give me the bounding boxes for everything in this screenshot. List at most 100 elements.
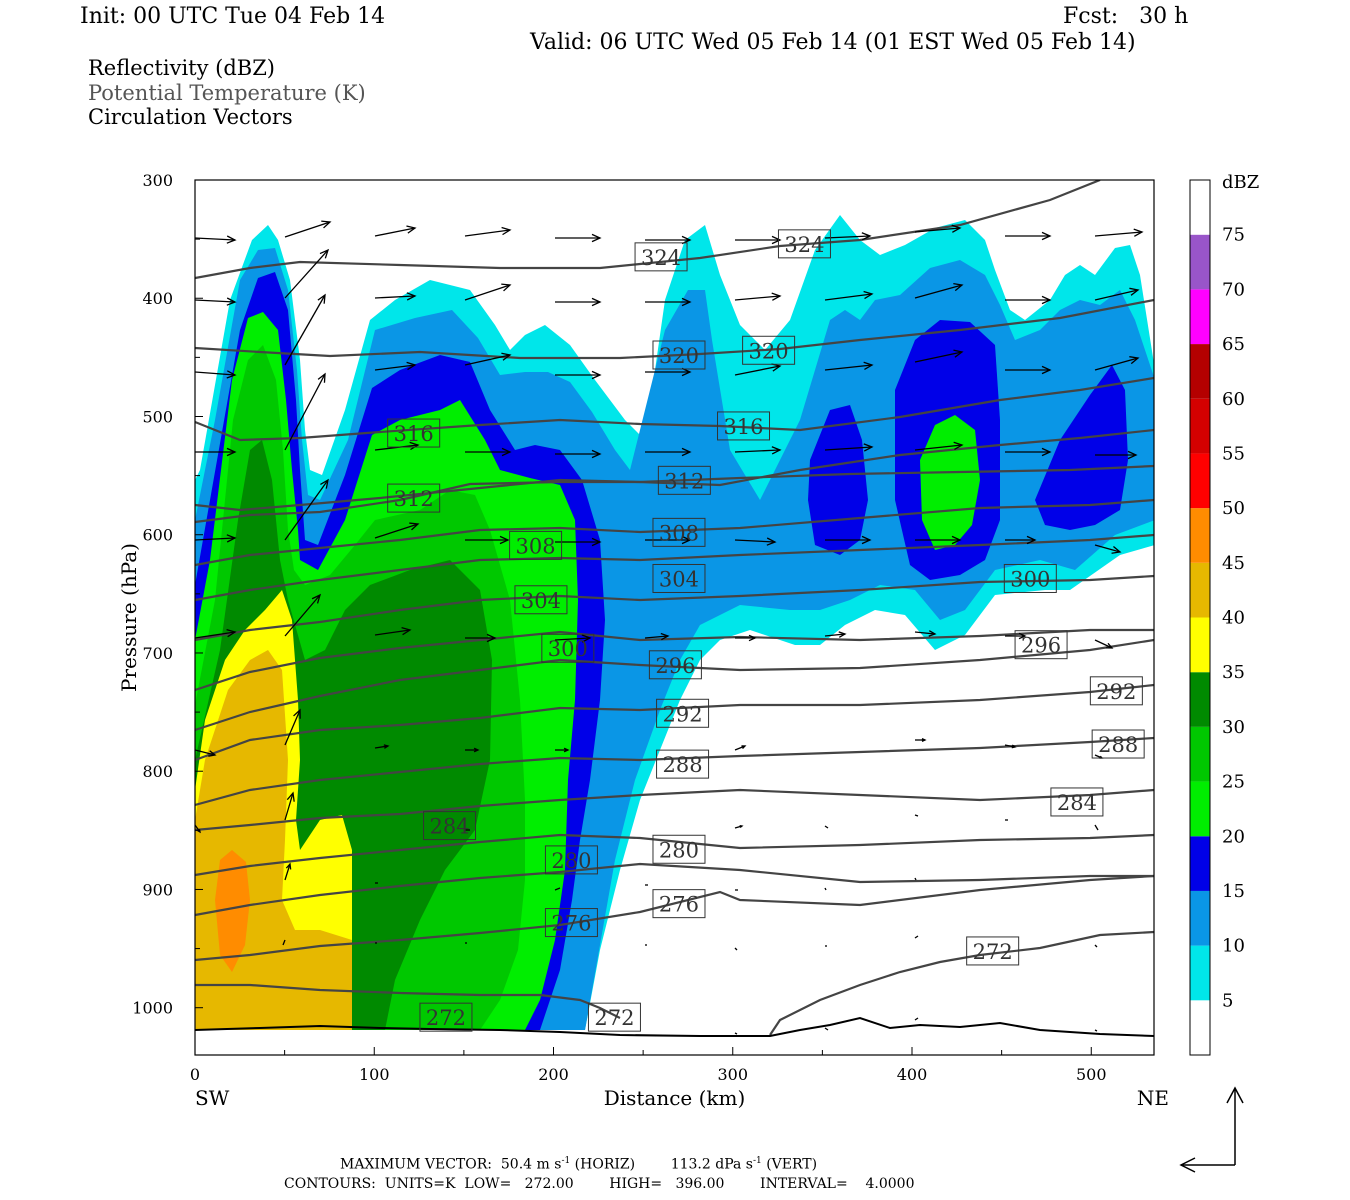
- circulation-vector: [824, 232, 872, 241]
- circulation-vector: [1005, 535, 1037, 545]
- colorbar-label: 65: [1222, 334, 1245, 355]
- svg-text:304: 304: [659, 567, 699, 591]
- svg-text:292: 292: [1096, 680, 1136, 704]
- circulation-vector: [914, 814, 919, 817]
- colorbar-label: 55: [1222, 443, 1245, 464]
- svg-text:272: 272: [973, 940, 1013, 964]
- theta-contour-line: [769, 930, 1154, 1036]
- circulation-vector: [914, 877, 917, 881]
- circulation-vector: [465, 747, 480, 753]
- circulation-vector: [1005, 295, 1052, 305]
- circulation-vector: [1094, 1029, 1098, 1032]
- circulation-vector: [1094, 287, 1140, 301]
- colorbar-unit: dBZ: [1222, 172, 1259, 193]
- axes: 0 100 200 300 400 500 300 400 500 600 700 800 900 100…: [117, 171, 1169, 1110]
- circulation-vector: [915, 738, 927, 742]
- svg-text:296: 296: [655, 654, 695, 678]
- svg-text:288: 288: [663, 753, 703, 777]
- circulation-vector: [824, 887, 827, 891]
- colorbar-label: 70: [1222, 279, 1245, 300]
- circulation-vector: [465, 535, 510, 545]
- circulation-vector: [824, 361, 874, 371]
- circulation-vector: [734, 537, 777, 546]
- circulation-vector: [914, 349, 964, 363]
- contour-label: 304: [514, 585, 568, 615]
- colorbar-label: 35: [1222, 662, 1245, 683]
- circulation-vector: [734, 1032, 738, 1035]
- y-tick-label: 600: [142, 526, 173, 545]
- theta-contour-line: [195, 533, 1154, 602]
- contour-label: 312: [657, 465, 711, 495]
- circulation-vector: [284, 372, 326, 451]
- reference-vector: [1179, 1086, 1244, 1173]
- svg-text:300: 300: [1010, 567, 1050, 591]
- circulation-vector: [824, 825, 829, 829]
- contour-label: 320: [742, 335, 796, 365]
- x-axis-label: Distance (km): [604, 1086, 746, 1110]
- circulation-vector: [284, 593, 322, 637]
- svg-text:320: 320: [659, 344, 699, 368]
- colorbar-label: 5: [1222, 990, 1233, 1011]
- colorbar-label: 20: [1222, 826, 1245, 847]
- svg-text:312: 312: [664, 469, 704, 493]
- y-tick-label: 500: [142, 407, 173, 426]
- contour-label: 280: [544, 845, 598, 875]
- x-tick-label: 300: [717, 1065, 748, 1084]
- contour-label: 312: [387, 483, 441, 513]
- svg-text:292: 292: [663, 702, 703, 726]
- circulation-vectors: [195, 220, 1144, 1035]
- y-tick-label: 300: [142, 171, 173, 190]
- contour-label: 300: [1003, 563, 1057, 593]
- circulation-vector: [195, 235, 237, 244]
- circulation-vector: [824, 443, 874, 452]
- theta-contour-line: [195, 736, 1154, 807]
- contour-label: 272: [587, 1002, 641, 1032]
- theta-contour-line: [195, 683, 1154, 762]
- circulation-vector: [282, 939, 286, 946]
- svg-text:276: 276: [659, 893, 699, 917]
- circulation-vector: [284, 220, 332, 238]
- circulation-vector: [824, 631, 847, 638]
- contour-label: 292: [656, 698, 710, 728]
- circulation-vector: [645, 367, 692, 377]
- colorbar-segment: [1190, 836, 1210, 891]
- colorbar-segment: [1190, 617, 1210, 673]
- contour-label: 308: [509, 530, 563, 560]
- svg-text:308: 308: [659, 521, 699, 545]
- circulation-vector: [1094, 356, 1140, 371]
- plot-frame: [194, 179, 1155, 1056]
- circulation-vector: [555, 537, 602, 547]
- svg-text:300: 300: [548, 637, 588, 661]
- x-tick-label: 100: [359, 1065, 390, 1084]
- x-tick-label: 0: [190, 1065, 200, 1084]
- theta-contour-line: [195, 788, 1154, 832]
- circulation-vector: [465, 633, 497, 643]
- contour-label: 292: [1089, 676, 1143, 706]
- colorbar-segment: [1190, 781, 1210, 837]
- contour-label: 320: [652, 340, 706, 370]
- theta-contour-line: [195, 874, 1154, 962]
- max-vector-note: MAXIMUM VECTOR: 50.4 m s-1 (HORIZ) 113.2…: [340, 1156, 818, 1173]
- sw-label: SW: [195, 1086, 230, 1110]
- circulation-vector: [374, 626, 412, 636]
- y-tick-label: 900: [142, 880, 173, 899]
- theta-contour-line: [195, 574, 1154, 642]
- circulation-vector: [1005, 447, 1052, 457]
- contour-label: 324: [634, 242, 688, 272]
- circulation-vector: [914, 283, 964, 299]
- circulation-vector: [914, 441, 964, 451]
- theta-contour-line: [195, 638, 1154, 732]
- svg-text:320: 320: [749, 339, 789, 363]
- circulation-vector: [735, 634, 757, 642]
- theta-contour-line: [195, 498, 1154, 567]
- svg-text:304: 304: [521, 589, 561, 613]
- colorbar-segment: [1190, 289, 1210, 345]
- contour-label: 304: [652, 563, 706, 593]
- contour-label: 288: [656, 749, 710, 779]
- svg-text:272: 272: [594, 1006, 634, 1030]
- circulation-vector: [465, 447, 512, 457]
- circulation-vector: [284, 862, 292, 881]
- circulation-vector: [735, 235, 782, 245]
- circulation-vector: [555, 449, 602, 459]
- svg-text:280: 280: [659, 838, 699, 862]
